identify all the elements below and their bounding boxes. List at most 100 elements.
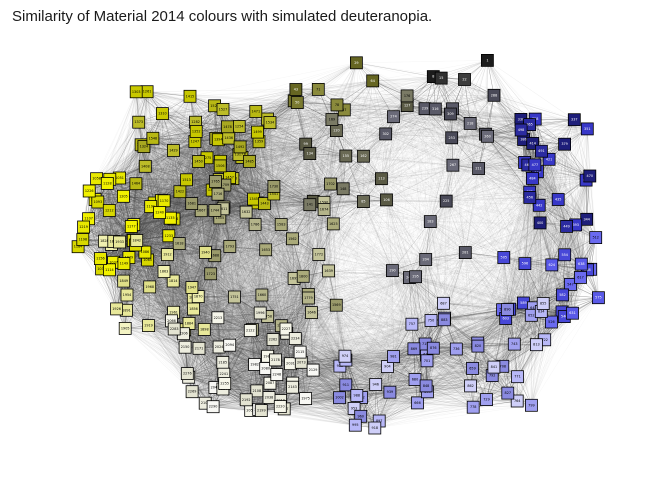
graph-edge [336, 104, 431, 222]
graph-edge [294, 100, 346, 157]
graph-edge [273, 102, 298, 187]
graph-edge [356, 62, 382, 179]
graph-edge [318, 89, 344, 189]
graph-edge [372, 80, 382, 179]
graph-edge [363, 79, 465, 157]
graph-edge [433, 76, 536, 166]
graph-edge [222, 89, 319, 110]
graph-edge [331, 79, 465, 120]
graph-edge [381, 79, 465, 179]
graph-edge [441, 77, 565, 145]
graph-edge [440, 78, 447, 202]
graph-edge [433, 76, 454, 166]
graph-edge [323, 76, 434, 203]
graph-edge [297, 77, 442, 103]
graph-edge [356, 62, 436, 110]
graph-edge [372, 80, 447, 202]
graph-edge [255, 109, 345, 112]
graph-edge [241, 100, 295, 158]
graph-edge [336, 77, 442, 106]
graph-edge [295, 80, 373, 90]
graph-edge [342, 62, 357, 189]
graph-edge [336, 95, 408, 106]
graph-edge [293, 100, 331, 185]
graph-edge [441, 77, 486, 135]
graph-edge [265, 100, 295, 250]
graph-edge [344, 109, 431, 222]
graph-edge [344, 109, 486, 135]
graph-edge [441, 60, 488, 79]
graph-edge [318, 89, 331, 185]
graph-edge [318, 89, 364, 202]
graph-edge [318, 89, 394, 117]
graph-edge [424, 60, 488, 109]
graph-edge [372, 80, 426, 109]
graph-edge [336, 77, 442, 131]
graph-edge [297, 102, 453, 166]
graph-edge [264, 80, 373, 204]
graph-edge [485, 60, 488, 135]
graph-edge [318, 89, 325, 210]
graph-edge [318, 89, 408, 106]
graph-edge [273, 80, 373, 187]
graph-edge [292, 89, 297, 239]
graph-edge [318, 89, 436, 110]
graph-edge [273, 89, 319, 187]
graph-edge [280, 100, 295, 225]
graph-edge [239, 89, 319, 127]
graph-edge [330, 79, 465, 185]
graph-edge [256, 102, 298, 203]
graph-edge [269, 76, 434, 123]
graph-edge [269, 80, 373, 123]
graph-edge [295, 89, 338, 106]
graph-edge [441, 77, 488, 137]
graph-edge [195, 102, 298, 123]
graph-edge [255, 62, 357, 112]
graph-edge [136, 89, 296, 93]
graph-edge [433, 76, 565, 145]
graph-edge [345, 79, 465, 157]
graph-edge [464, 79, 488, 137]
graph-edge [336, 76, 434, 106]
graph-edge [433, 76, 524, 140]
graph-edge [222, 109, 345, 111]
graph-edge [297, 102, 337, 131]
graph-edge [336, 104, 479, 169]
graph-edge [189, 96, 345, 111]
graph-edge [330, 62, 357, 185]
graph-edge [464, 79, 524, 140]
graph-edge [297, 102, 364, 202]
graph-edge [222, 109, 345, 209]
graph-edge [343, 77, 442, 189]
graph-edge [356, 62, 408, 106]
graph-edge [273, 89, 319, 195]
graph-edge [342, 80, 373, 189]
graph-edge [330, 80, 373, 185]
graph-edge [273, 80, 373, 195]
graph-edge [464, 79, 529, 166]
graph-edge [344, 76, 434, 111]
graph-edge [433, 76, 530, 125]
graph-edge [249, 62, 357, 162]
graph-edge [356, 62, 453, 110]
graph-edge [318, 89, 364, 157]
graph-edge [487, 60, 542, 152]
graph-edge [249, 102, 298, 162]
graph-edge [241, 104, 338, 158]
graph-edge [256, 100, 295, 203]
graph-edge [343, 79, 465, 189]
graph-edge [305, 76, 434, 145]
graph-edge [305, 77, 442, 145]
graph-edge [219, 109, 345, 180]
graph-edge [356, 62, 364, 157]
graph-edge [452, 60, 488, 166]
graph-edge [222, 89, 319, 209]
graph-edge [433, 76, 538, 172]
graph-edge [344, 109, 386, 135]
graph-edge [239, 89, 297, 127]
graph-edge [223, 100, 295, 208]
graph-edge [189, 96, 295, 102]
graph-edge [295, 89, 364, 202]
graph-edge [214, 89, 319, 211]
graph-edge [147, 89, 296, 92]
